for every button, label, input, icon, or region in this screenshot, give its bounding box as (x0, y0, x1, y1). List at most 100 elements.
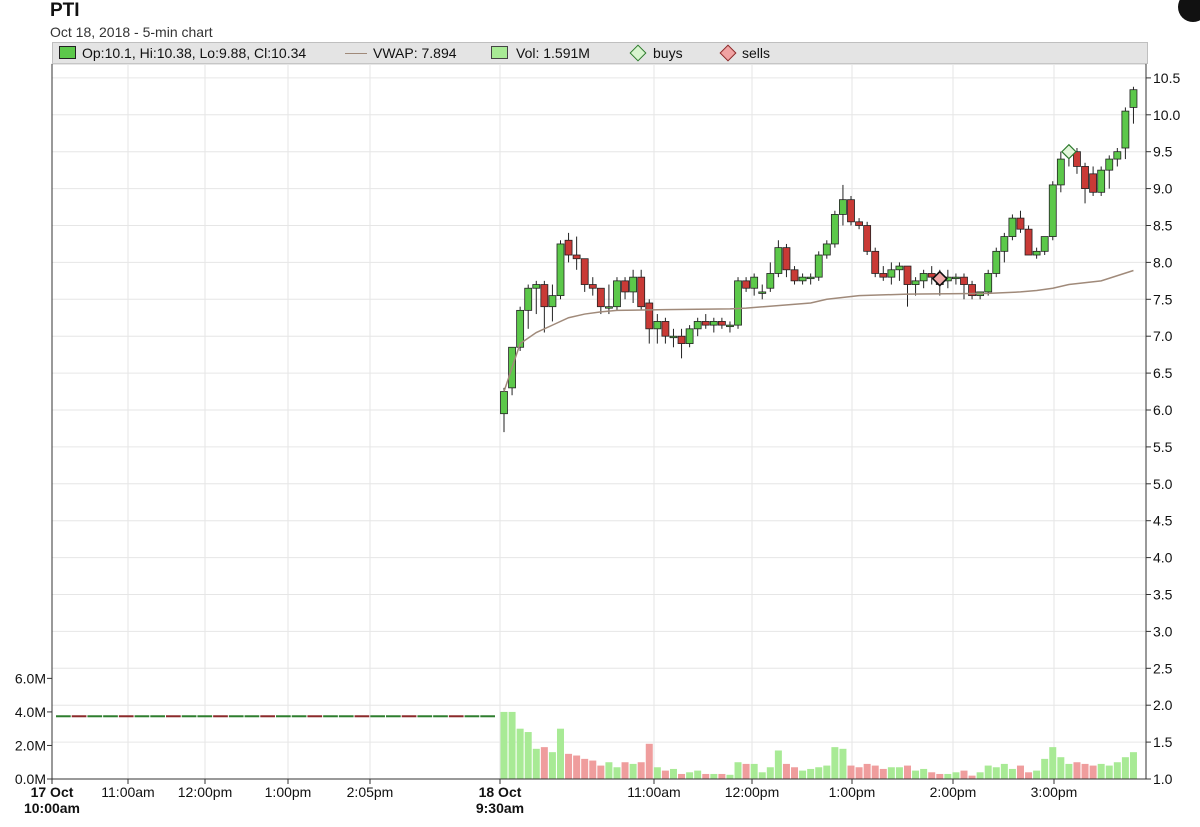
candle-body (1089, 173, 1098, 193)
oct17-bar (260, 715, 275, 718)
candle-body (790, 269, 799, 282)
candle-body (1024, 228, 1033, 256)
volume-bar (799, 770, 807, 779)
volume-bar (508, 711, 516, 779)
volume-bar (661, 770, 669, 779)
candle-body (516, 309, 525, 348)
candle-body (782, 247, 791, 271)
volume-bar (1089, 765, 1097, 779)
candle-body (572, 254, 581, 260)
time-tick-label: 11:00am (101, 784, 154, 800)
candle-body (750, 276, 759, 289)
volume-bar (1025, 772, 1033, 779)
candle-body (863, 225, 872, 252)
volume-bar (1000, 763, 1008, 779)
volume-bar (863, 763, 871, 779)
oct17-bar (338, 715, 354, 718)
volume-bar (540, 747, 548, 779)
candle-body (960, 276, 968, 285)
candle-body (1008, 217, 1017, 237)
oct17-bar (103, 715, 118, 718)
oct17-bar (323, 715, 338, 718)
volume-bar (976, 772, 984, 779)
oct17-bar (197, 715, 213, 718)
price-tick-label: 4.5 (1153, 513, 1173, 529)
volume-bar (968, 775, 976, 779)
candle-body (1040, 236, 1049, 252)
oct17-bar (228, 715, 244, 718)
volume-bar (766, 767, 774, 779)
candle-body (564, 239, 573, 256)
vwap-line-icon (345, 53, 367, 54)
candle-body (1121, 110, 1130, 149)
volume-bar (887, 767, 895, 779)
volume-bar (726, 774, 734, 779)
corner-badge (1178, 0, 1200, 22)
oct17-bar (213, 715, 228, 718)
price-tick-label: 3.0 (1153, 623, 1173, 639)
oct17-bar (56, 715, 71, 718)
oct17-bar (291, 715, 307, 718)
volume-bar (774, 750, 782, 779)
candle-body (556, 243, 565, 297)
oct17-bar (417, 715, 433, 718)
time-tick-label: 11:00am (627, 784, 680, 800)
volume-bar (653, 767, 661, 779)
volume-tick-label: 0.0M (15, 771, 46, 787)
volume-bar (831, 747, 839, 779)
volume-bar (516, 728, 524, 779)
volume-bar (952, 772, 960, 779)
candle-body (701, 321, 710, 326)
candle-body (524, 287, 533, 311)
oct17-bar (433, 715, 448, 718)
candle-body (879, 273, 888, 278)
volume-bar (847, 765, 855, 779)
legend-volume: Vol: 1.591M (516, 45, 590, 61)
volume-bar (686, 772, 694, 779)
legend-ohlc: Op:10.1, Hi:10.38, Lo:9.88, Cl:10.34 (82, 45, 307, 61)
candle-body (726, 324, 734, 328)
candle-body (500, 391, 508, 415)
chart-title: PTI (50, 0, 80, 21)
volume-bar (678, 773, 686, 779)
volume-bar (702, 773, 710, 779)
candle-body (1048, 184, 1057, 237)
volume-bar (936, 773, 944, 779)
volume-bar (637, 762, 645, 779)
price-tick-label: 10.5 (1153, 70, 1180, 86)
price-tick-label: 6.5 (1153, 365, 1173, 381)
volume-bar (782, 763, 790, 779)
volume-bar (645, 743, 653, 779)
volume-bar (621, 762, 629, 779)
chart-subtitle: Oct 18, 2018 - 5-min chart (50, 24, 213, 40)
candle-body (605, 306, 613, 309)
volume-bar (573, 755, 581, 779)
candle-body (1105, 158, 1114, 171)
volume-tick-label: 2.0M (15, 737, 46, 753)
oct17-bar (276, 715, 291, 718)
oct17-bar (118, 715, 134, 718)
volume-tick-label: 6.0M (15, 670, 46, 686)
candle-body (1073, 151, 1081, 167)
candle-body (677, 335, 686, 344)
volume-bar (750, 763, 758, 779)
candle-body (669, 335, 678, 339)
candle-body (685, 328, 694, 344)
price-tick-label: 6.0 (1153, 402, 1173, 418)
price-tick-label: 10.0 (1153, 107, 1180, 123)
volume-bar (791, 767, 799, 779)
legend-sells: sells (742, 45, 771, 61)
volume-bar (742, 763, 750, 779)
volume-bar (920, 768, 928, 779)
candle-body (774, 247, 783, 274)
volume-bar (565, 753, 573, 779)
oct17-bar (370, 715, 385, 718)
volume-bar (928, 772, 936, 779)
candle-body (613, 280, 621, 308)
candle-body (540, 284, 549, 308)
candle-body (653, 321, 662, 330)
volume-bar (694, 770, 702, 779)
price-tick-label: 8.5 (1153, 218, 1173, 234)
candle-body (1097, 169, 1106, 193)
candle-body (629, 276, 638, 293)
